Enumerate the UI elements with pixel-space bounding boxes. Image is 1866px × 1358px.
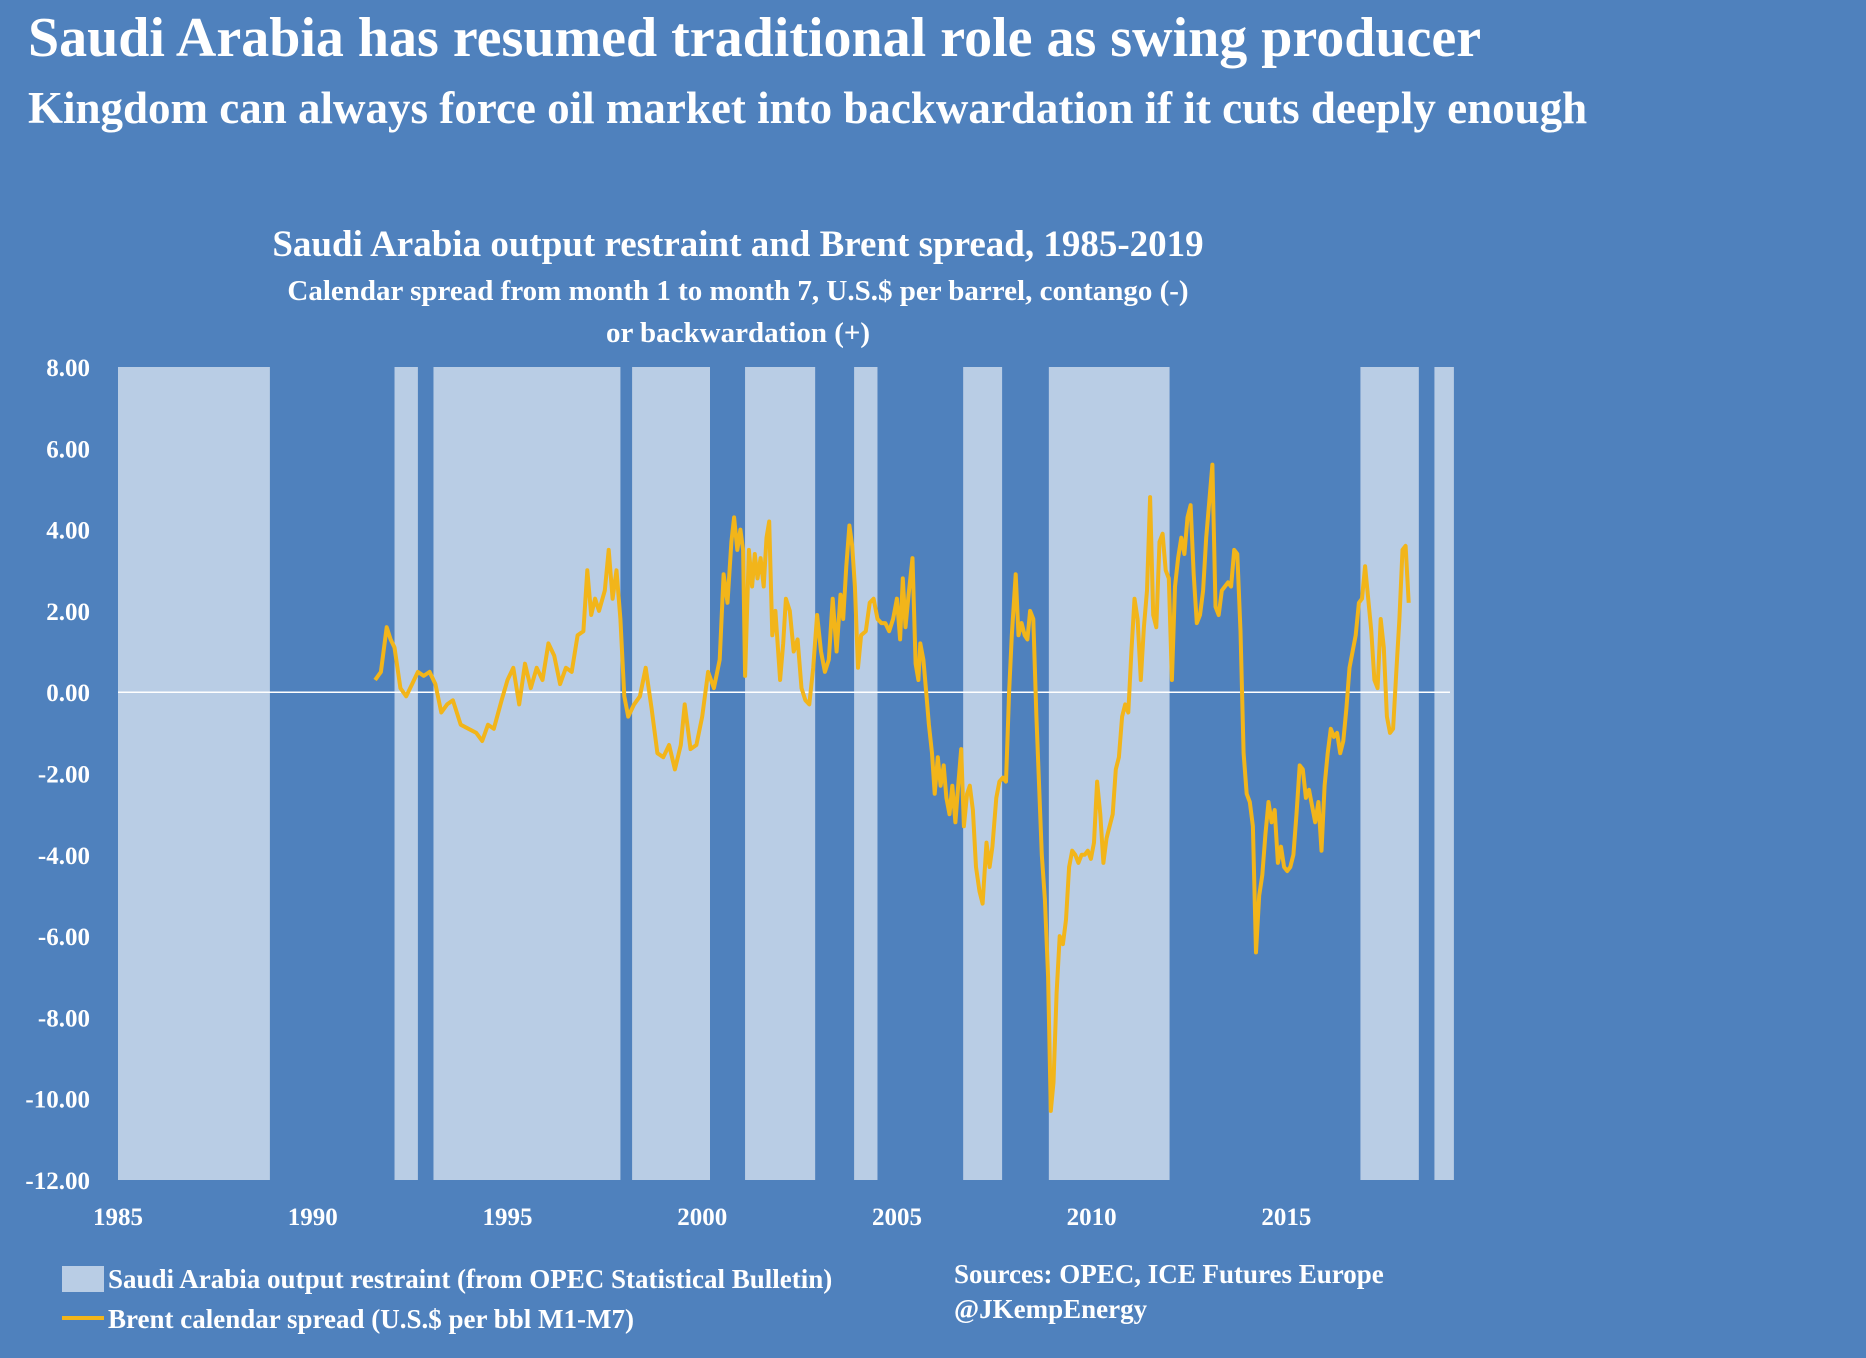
x-tick-label: 2000: [677, 1204, 727, 1231]
restraint-band-7: [963, 367, 1003, 1180]
y-tick-label: -12.00: [25, 1168, 90, 1195]
legend: Saudi Arabia output restraint (from OPEC…: [62, 1264, 832, 1334]
sources-text: Sources: OPEC, ICE Futures Europe: [954, 1259, 1384, 1289]
restraint-band-8: [1048, 367, 1170, 1180]
restraint-band-1: [118, 367, 270, 1180]
y-tick-label: 4.00: [46, 518, 90, 545]
x-tick-label: 2005: [872, 1204, 922, 1231]
restraint-band-10: [1434, 367, 1454, 1180]
restraint-band-9: [1360, 367, 1419, 1180]
legend-label-spread: Brent calendar spread (U.S.$ per bbl M1-…: [108, 1304, 634, 1334]
y-tick-label: -6.00: [38, 924, 90, 951]
y-tick-label: -8.00: [38, 1005, 90, 1032]
restraint-band-6: [854, 367, 878, 1180]
restraint-bands: [118, 367, 1454, 1180]
x-tick-label: 2015: [1261, 1204, 1311, 1231]
restraint-band-3: [433, 367, 621, 1180]
headline: Saudi Arabia has resumed traditional rol…: [28, 7, 1482, 69]
y-tick-label: -2.00: [38, 762, 90, 789]
y-tick-label: 8.00: [46, 355, 90, 382]
y-tick-label: -10.00: [25, 1087, 90, 1114]
legend-label-restraint: Saudi Arabia output restraint (from OPEC…: [108, 1264, 832, 1294]
restraint-band-5: [745, 367, 816, 1180]
twitter-handle: @JKempEnergy: [954, 1294, 1148, 1324]
y-tick-label: 6.00: [46, 436, 90, 463]
x-tick-label: 1985: [93, 1204, 143, 1231]
x-tick-label: 2010: [1067, 1204, 1117, 1231]
y-tick-label: 0.00: [46, 680, 90, 707]
chart-subtitle-line1: Calendar spread from month 1 to month 7,…: [287, 275, 1188, 307]
legend-swatch-restraint: [62, 1266, 104, 1292]
y-tick-label: -4.00: [38, 843, 90, 870]
series-line-brent-spread: [373, 462, 1411, 1113]
subheadline: Kingdom can always force oil market into…: [28, 83, 1588, 133]
y-tick-label: 2.00: [46, 599, 90, 626]
x-tick-label: 1995: [482, 1204, 532, 1231]
restraint-band-2: [394, 367, 418, 1180]
restraint-band-4: [632, 367, 710, 1180]
x-axis: 1985 1990 1995 2000 2005 2010 2015: [93, 1204, 1311, 1231]
chart-title: Saudi Arabia output restraint and Brent …: [272, 224, 1203, 265]
y-axis: 8.00 6.00 4.00 2.00 0.00 -2.00 -4.00 -6.00 -8.00…: [25, 355, 90, 1195]
chart-subtitle-line2: or backwardation (+): [606, 317, 870, 349]
x-tick-label: 1990: [288, 1204, 338, 1231]
